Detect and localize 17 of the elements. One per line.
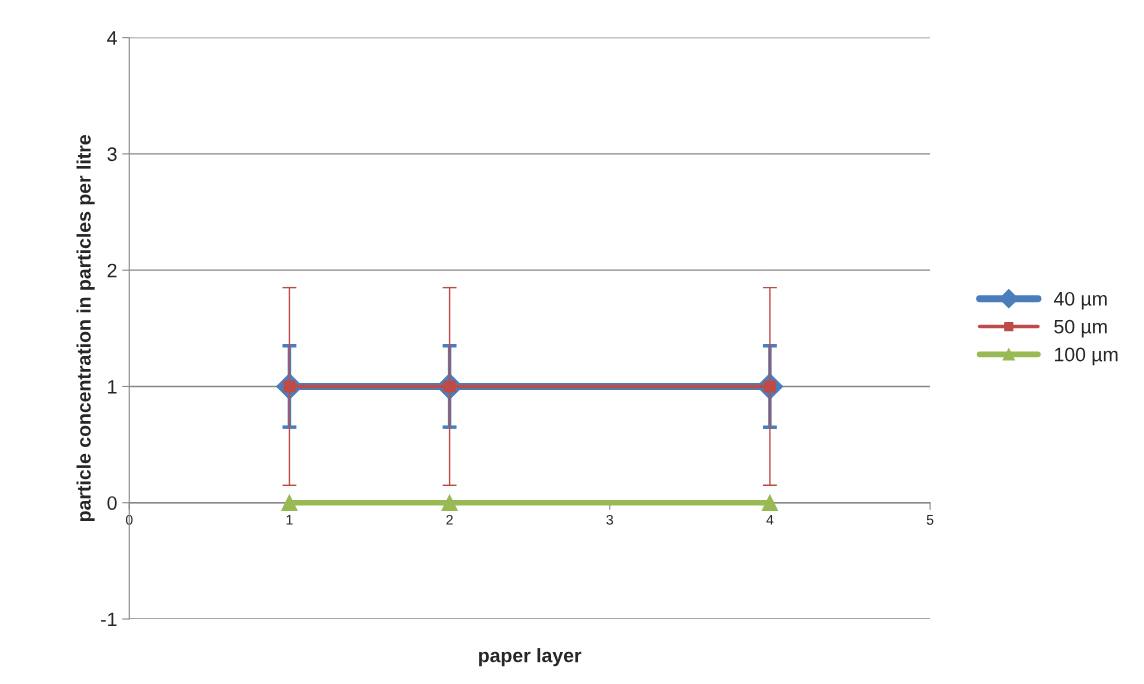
x-axis-title: paper layer <box>479 648 582 667</box>
y-tick-label: 1 <box>108 380 117 394</box>
x-tick-label: 3 <box>606 514 613 525</box>
x-tick-label: 1 <box>286 515 293 525</box>
y-tick-label: 3 <box>107 147 117 162</box>
y-tick-label: 2 <box>107 263 117 278</box>
y-tick-label: -1 <box>101 612 117 627</box>
y-axis-title: particle concentration in particles per litre <box>76 135 95 521</box>
x-tick-label: 0 <box>125 514 133 525</box>
y-tick-label: 4 <box>107 31 117 45</box>
legend-label: 40 µm <box>1053 291 1107 310</box>
legend-label: 50 µm <box>1054 319 1107 338</box>
x-tick-label: 2 <box>446 514 453 525</box>
x-tick-label: 5 <box>926 515 934 525</box>
legend-label: 100 µm <box>1054 347 1118 366</box>
y-tick-label: 0 <box>107 496 117 510</box>
x-tick-label: 4 <box>766 515 774 525</box>
